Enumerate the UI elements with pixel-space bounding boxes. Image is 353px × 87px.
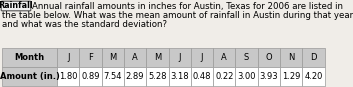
Bar xyxy=(124,48,146,67)
Text: 0.48: 0.48 xyxy=(193,72,211,81)
Text: 0.89: 0.89 xyxy=(81,72,100,81)
Text: 1.80: 1.80 xyxy=(59,72,77,81)
Text: 5.28: 5.28 xyxy=(148,72,167,81)
Bar xyxy=(168,67,191,86)
Bar xyxy=(146,67,168,86)
Bar xyxy=(57,48,79,67)
Bar xyxy=(102,67,124,86)
Text: 2.89: 2.89 xyxy=(126,72,144,81)
Text: F: F xyxy=(88,53,93,62)
Bar xyxy=(2,48,57,67)
Text: A: A xyxy=(132,53,138,62)
Text: J: J xyxy=(67,53,70,62)
Bar xyxy=(235,48,258,67)
Text: M: M xyxy=(109,53,116,62)
Bar xyxy=(302,67,325,86)
Bar xyxy=(213,67,235,86)
Text: Rainfall: Rainfall xyxy=(0,1,33,11)
Bar xyxy=(302,48,325,67)
Text: Annual rainfall amounts in inches for Austin, Texas for 2006 are listed in: Annual rainfall amounts in inches for Au… xyxy=(32,1,343,11)
Bar xyxy=(280,67,302,86)
Text: 3.00: 3.00 xyxy=(237,72,256,81)
Text: 7.54: 7.54 xyxy=(103,72,122,81)
Bar xyxy=(57,67,79,86)
Text: the table below. What was the mean amount of rainfall in Austin during that year: the table below. What was the mean amoun… xyxy=(2,11,353,21)
Bar xyxy=(258,48,280,67)
Bar xyxy=(258,67,280,86)
Text: A: A xyxy=(221,53,227,62)
Text: 0.22: 0.22 xyxy=(215,72,233,81)
Bar xyxy=(191,48,213,67)
Text: Amount (in.): Amount (in.) xyxy=(0,72,59,81)
Bar xyxy=(79,67,102,86)
Text: 4.20: 4.20 xyxy=(304,72,323,81)
Bar xyxy=(213,48,235,67)
Bar xyxy=(79,48,102,67)
Bar xyxy=(124,67,146,86)
Text: 1.29: 1.29 xyxy=(282,72,300,81)
Text: M: M xyxy=(154,53,161,62)
Text: 3.93: 3.93 xyxy=(259,72,278,81)
Text: J: J xyxy=(201,53,203,62)
Text: and what was the standard deviation?: and what was the standard deviation? xyxy=(2,20,167,29)
Bar xyxy=(2,67,57,86)
Text: 3.18: 3.18 xyxy=(170,72,189,81)
Bar xyxy=(235,67,258,86)
Bar xyxy=(168,48,191,67)
Bar xyxy=(280,48,302,67)
Text: J: J xyxy=(178,53,181,62)
FancyBboxPatch shape xyxy=(1,1,31,11)
Text: N: N xyxy=(288,53,294,62)
Bar xyxy=(191,67,213,86)
Bar xyxy=(102,48,124,67)
Text: D: D xyxy=(310,53,317,62)
Text: Month: Month xyxy=(14,53,44,62)
Text: S: S xyxy=(244,53,249,62)
Bar xyxy=(146,48,168,67)
Text: O: O xyxy=(265,53,272,62)
